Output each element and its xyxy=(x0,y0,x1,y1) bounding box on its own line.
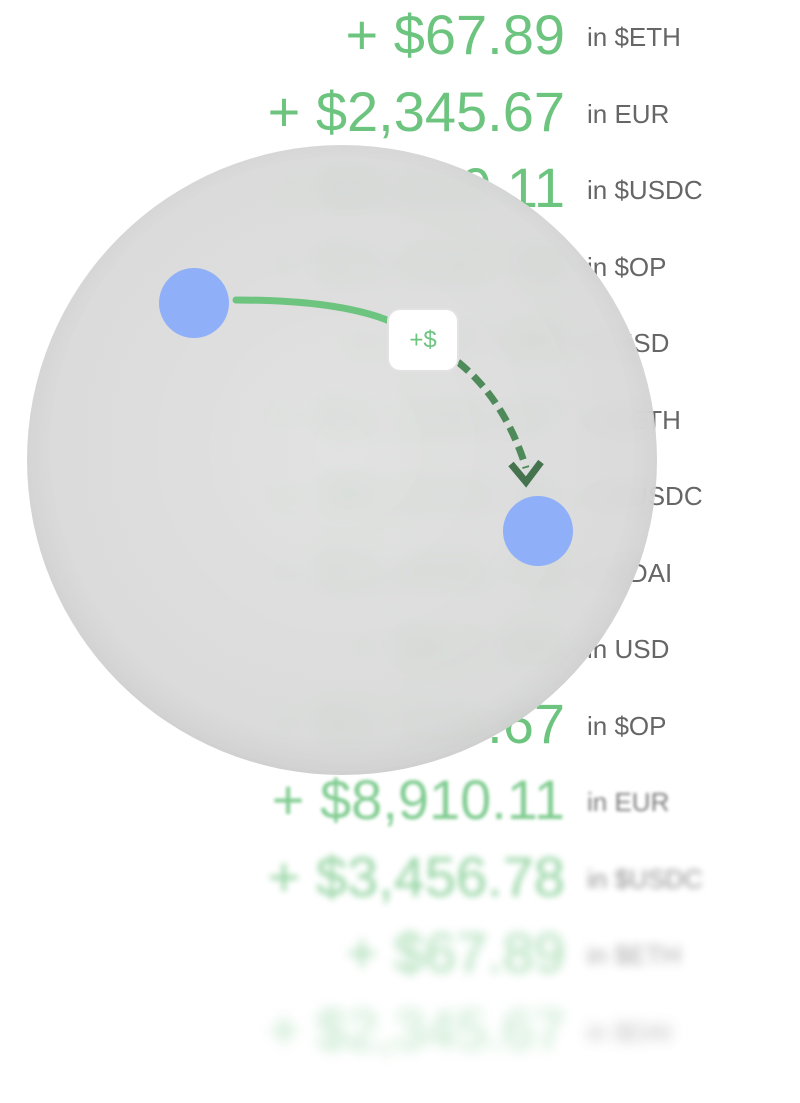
currency: in $USDC xyxy=(587,863,703,894)
currency: in $ETH xyxy=(587,22,681,52)
arrow-head xyxy=(508,459,544,488)
badge-label: +$ xyxy=(409,326,436,353)
amount-row: + $2,345.67 in EUR xyxy=(0,74,800,150)
currency: in $ETH xyxy=(587,940,681,970)
currency: in EUR xyxy=(587,787,670,817)
amount: + $3,456.78 xyxy=(267,844,565,908)
amount: + $2,345.67 xyxy=(267,997,565,1061)
amount: + $67.89 xyxy=(345,921,565,984)
currency: in $OP xyxy=(587,710,667,741)
badge xyxy=(387,308,459,372)
lens xyxy=(27,145,657,775)
transfer-line xyxy=(232,296,396,326)
amount-row: + $3,456.78 in $USDC xyxy=(0,839,800,915)
amount-row: + $67.89 in $ETH xyxy=(0,915,800,991)
transfer-line-dashed xyxy=(455,359,530,470)
target-dot xyxy=(503,496,573,566)
currency: in EUR xyxy=(587,98,670,129)
amount-row: + $2,345.67 in $DAI xyxy=(0,992,800,1068)
amount: + $8,910.11 xyxy=(271,768,565,831)
currency: in $DAI xyxy=(587,1016,673,1047)
amount: + $67.89 xyxy=(345,3,565,66)
amount-row: + $67.89 in $ETH xyxy=(0,0,800,73)
amount-row: + $8,910.11 in EUR xyxy=(0,762,800,838)
currency: in $OP xyxy=(587,251,667,282)
currency: in $USDC xyxy=(587,175,703,205)
amount: + $2,345.67 xyxy=(267,79,565,143)
source-dot xyxy=(159,268,229,338)
